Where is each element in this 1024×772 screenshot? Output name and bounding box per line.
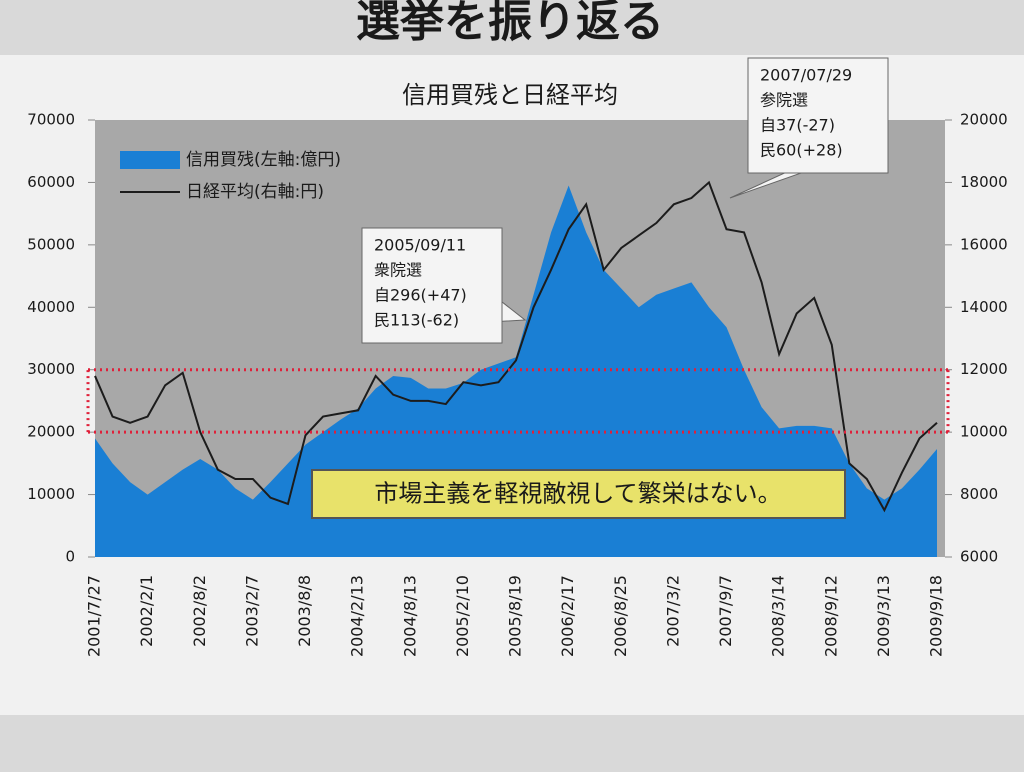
callout-box <box>361 227 503 344</box>
y2-tick-label: 14000 <box>960 298 1008 316</box>
callout-box <box>747 57 889 174</box>
y2-tick-label: 6000 <box>960 548 998 566</box>
x-tick-label: 2006/8/25 <box>611 575 630 657</box>
y-tick-label: 0 <box>65 548 75 566</box>
y2-tick-label: 16000 <box>960 235 1008 253</box>
callout-text: 民113(-62) <box>374 311 459 330</box>
x-tick-label: 2002/8/2 <box>190 575 209 647</box>
x-tick-label: 2006/2/17 <box>558 575 577 657</box>
y-tick-label: 40000 <box>27 298 75 316</box>
y-tick-label: 60000 <box>27 173 75 191</box>
callout-text: 民60(+28) <box>760 141 843 160</box>
x-tick-label: 2008/3/14 <box>769 575 788 657</box>
callout-text: 2007/07/29 <box>760 66 852 85</box>
x-tick-label: 2004/8/13 <box>400 575 419 657</box>
x-tick-label: 2009/9/18 <box>927 575 946 657</box>
x-tick-label: 2003/2/7 <box>242 575 261 647</box>
area <box>95 185 937 558</box>
x-tick-label: 2002/2/1 <box>137 575 156 647</box>
y-tick-label: 30000 <box>27 360 75 378</box>
y2-tick-label: 10000 <box>960 423 1008 441</box>
chart-title: 信用買残と日経平均 <box>402 81 618 109</box>
x-tick-label: 2001/7/27 <box>85 575 104 657</box>
x-tick-label: 2004/2/13 <box>348 575 367 657</box>
callout-text: 自296(+47) <box>374 286 467 305</box>
banner-text: 市場主義を軽視敵視して繁栄はない。 <box>374 480 781 508</box>
legend-swatch <box>120 151 180 169</box>
y2-tick-label: 20000 <box>960 111 1008 129</box>
legend-label: 信用買残(左軸:億円) <box>186 150 341 170</box>
callout-text: 自37(-27) <box>760 116 835 135</box>
callout-text: 衆院選 <box>374 261 422 280</box>
x-tick-label: 2005/2/10 <box>453 575 472 657</box>
y2-tick-label: 12000 <box>960 360 1008 378</box>
banner <box>311 469 846 519</box>
y2-tick-label: 8000 <box>960 485 998 503</box>
callout-text: 2005/09/11 <box>374 236 466 255</box>
x-tick-label: 2003/8/8 <box>295 575 314 647</box>
callout-text: 参院選 <box>760 91 808 110</box>
x-tick-label: 2007/9/7 <box>716 575 735 647</box>
y-tick-label: 10000 <box>27 485 75 503</box>
y-tick-label: 20000 <box>27 423 75 441</box>
y2-tick-label: 18000 <box>960 173 1008 191</box>
page-title: 選挙を振り返る <box>356 0 664 47</box>
line <box>94 180 938 513</box>
x-tick-label: 2007/3/2 <box>663 575 682 647</box>
x-tick-label: 2005/8/19 <box>506 575 525 657</box>
y-tick-label: 50000 <box>27 235 75 253</box>
x-tick-label: 2009/3/13 <box>874 575 893 657</box>
legend-label: 日経平均(右軸:円) <box>186 182 324 202</box>
y-tick-label: 70000 <box>27 111 75 129</box>
x-tick-label: 2008/9/12 <box>821 575 840 657</box>
